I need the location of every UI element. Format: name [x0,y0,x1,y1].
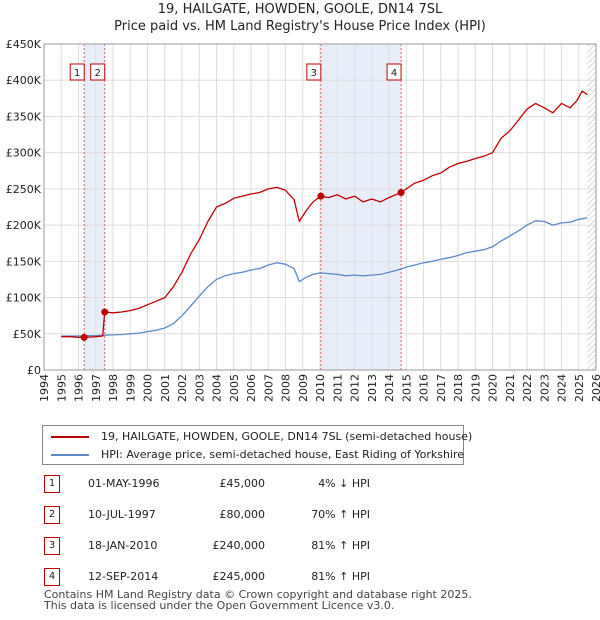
x-tick-label: 2020 [487,374,500,402]
sale-number-label: 4 [391,68,397,79]
plot-frame [43,43,597,371]
x-tick-label: 2011 [331,374,344,402]
x-tick-label: 2013 [366,374,379,402]
sale-hpi-change: 4% ↓ HPI [318,477,370,490]
sale-date: 10-JUL-1997 [88,508,156,521]
footer-licence: This data is licensed under the Open Gov… [44,599,395,612]
sale-point [80,333,88,341]
x-tick-label: 2010 [314,374,327,402]
sale-point [317,192,325,200]
x-tick-label: 2009 [297,374,310,402]
x-tick-label: 2024 [556,374,569,402]
sale-number-badge: 1 [44,475,60,493]
x-tick-label: 2014 [383,374,396,402]
forecast-hatch [587,44,596,370]
x-tick-label: 2001 [159,374,172,402]
x-tick-label: 2005 [228,374,241,402]
x-tick-label: 2017 [435,374,448,402]
legend: 19, HAILGATE, HOWDEN, GOOLE, DN14 7SL (s… [42,425,472,465]
x-tick-label: 1997 [90,374,103,402]
x-tick-label: 1998 [107,374,120,402]
x-tick-label: 2026 [590,374,600,402]
x-tick-label: 2008 [280,374,293,402]
sale-price: £45,000 [219,477,266,490]
x-tick-label: 2007 [262,374,275,402]
sale-number-badge: 4 [44,568,60,586]
sale-point [101,308,109,316]
x-tick-label: 2000 [142,374,155,402]
sale-date: 18-JAN-2010 [88,539,158,552]
x-tick-label: 1996 [73,374,86,402]
y-tick-label: £400K [6,74,42,87]
property-series-line [61,90,588,339]
sale-hpi-change: 81% ↑ HPI [311,539,370,552]
sale-row: 2 10-JUL-1997 £80,000 70% ↑ HPI [0,506,600,526]
y-tick-label: £0 [27,364,41,377]
x-tick-label: 2018 [452,374,465,402]
x-tick-label: 1995 [55,374,68,402]
legend-swatch-hpi [51,454,89,456]
chart-subtitle: Price paid vs. HM Land Registry's House … [114,19,486,34]
sale-date: 12-SEP-2014 [88,570,159,583]
chart-title: 19, HAILGATE, HOWDEN, GOOLE, DN14 7SL [157,2,443,17]
sale-hpi-change: 70% ↑ HPI [311,508,370,521]
footer: Contains HM Land Registry data © Crown c… [44,589,472,611]
x-tick-label: 2022 [521,374,534,402]
sale-number-label: 3 [311,68,317,79]
sale-price: £240,000 [212,539,266,552]
x-tick-label: 2012 [349,374,362,402]
y-tick-label: £150K [6,255,42,268]
sale-price: £80,000 [219,508,266,521]
sale-row: 3 18-JAN-2010 £240,000 81% ↑ HPI [0,537,600,557]
x-tick-label: 1999 [124,374,137,402]
sale-period-shading [320,44,402,370]
sale-number-badge: 3 [44,537,60,555]
x-tick-label: 2016 [418,374,431,402]
sale-date: 01-MAY-1996 [88,477,160,490]
hpi-series-line [61,217,588,337]
sale-price: £245,000 [212,570,266,583]
y-tick-label: £200K [6,219,42,232]
x-tick-label: 2002 [176,374,189,402]
legend-label-property: 19, HAILGATE, HOWDEN, GOOLE, DN14 7SL (s… [101,430,473,443]
x-tick-label: 2015 [400,374,413,402]
sale-point [397,189,405,197]
sale-number-box [386,63,402,81]
y-tick-label: £450K [6,38,42,51]
legend-label-hpi: HPI: Average price, semi-detached house,… [101,448,465,461]
y-tick-label: £350K [6,110,42,123]
x-tick-label: 1994 [38,374,51,402]
y-tick-label: £100K [6,292,42,305]
sale-number-box [90,63,106,81]
sale-number-label: 2 [95,68,101,79]
x-tick-label: 2021 [504,374,517,402]
x-tick-label: 2003 [193,374,206,402]
x-tick-label: 2006 [245,374,258,402]
sale-number-label: 1 [74,68,80,79]
sale-period-shading [84,44,105,370]
sale-row: 4 12-SEP-2014 £245,000 81% ↑ HPI [0,568,600,588]
sale-hpi-change: 81% ↑ HPI [311,570,370,583]
y-tick-label: £300K [6,147,42,160]
sale-number-badge: 2 [44,506,60,524]
sale-number-box [69,63,85,81]
x-tick-label: 2019 [469,374,482,402]
y-tick-label: £50K [13,328,42,341]
y-tick-label: £250K [6,183,42,196]
chart-area: 1 2 3 4 £0 £50K £100K £150K £200K £250K £300K £350K… [6,38,600,402]
sale-row: 1 01-MAY-1996 £45,000 4% ↓ HPI [0,475,600,495]
footer-copyright: Contains HM Land Registry data © Crown c… [44,588,472,601]
x-tick-label: 2023 [538,374,551,402]
legend-swatch-property [51,436,89,438]
x-tick-label: 2004 [211,374,224,402]
x-tick-label: 2025 [573,374,586,402]
sale-number-box [306,63,322,81]
